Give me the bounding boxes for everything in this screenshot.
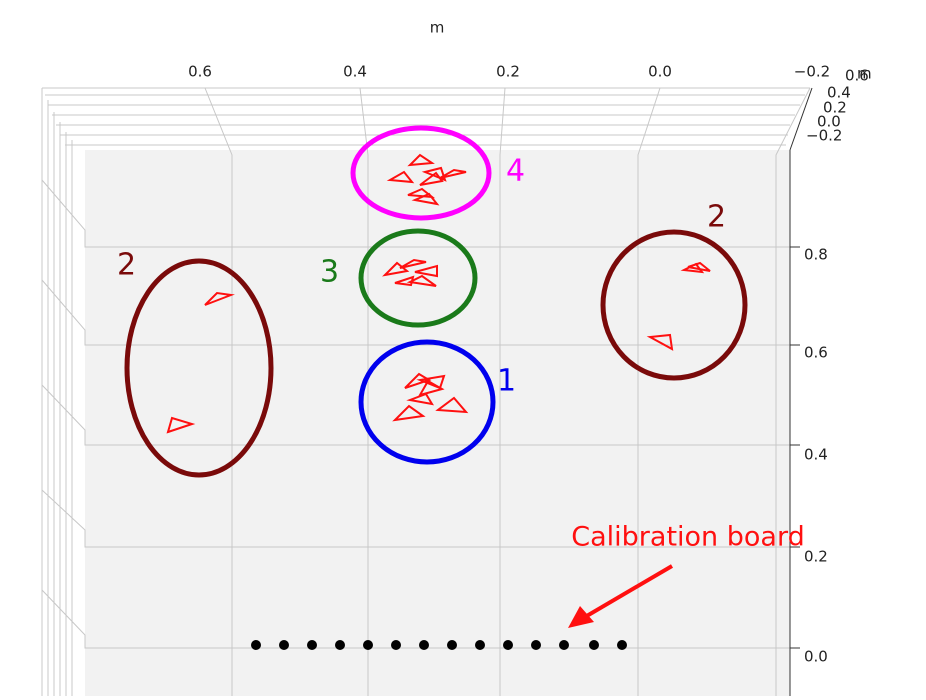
right-tick: 0.6 [804, 344, 828, 362]
corner-unit: m [857, 65, 872, 83]
group-label: 4 [506, 154, 525, 189]
corner-tick: 0.6 [845, 67, 869, 85]
corner-tick: 0.4 [827, 84, 851, 102]
axis-label: m [430, 19, 445, 37]
right-tick: 0.0 [804, 648, 828, 666]
corner-tick: 0.0 [817, 113, 841, 131]
callout: Calibration board [571, 522, 804, 553]
right-tick: 0.4 [804, 446, 828, 464]
arrow-line [583, 564, 674, 619]
top-tick: 0.6 [188, 63, 212, 81]
right-tick: 0.8 [804, 246, 828, 264]
group-label: 2 [707, 200, 726, 235]
arrow-head [568, 606, 594, 628]
group-label: 1 [497, 364, 516, 399]
camera-poses [166, 153, 711, 434]
corner-tick: −0.2 [806, 127, 842, 145]
group-label: 3 [320, 255, 339, 290]
top-tick: 0.2 [496, 63, 520, 81]
corner-tick: 0.2 [823, 99, 847, 117]
calibration-board [251, 640, 627, 650]
top-tick: −0.2 [794, 63, 830, 81]
group-label: 2 [117, 248, 136, 283]
top-tick: 0.0 [648, 63, 672, 81]
top-tick: 0.4 [343, 63, 367, 81]
right-tick: 0.2 [804, 548, 828, 566]
groups [124, 125, 748, 478]
axes-panel [41, 87, 813, 696]
